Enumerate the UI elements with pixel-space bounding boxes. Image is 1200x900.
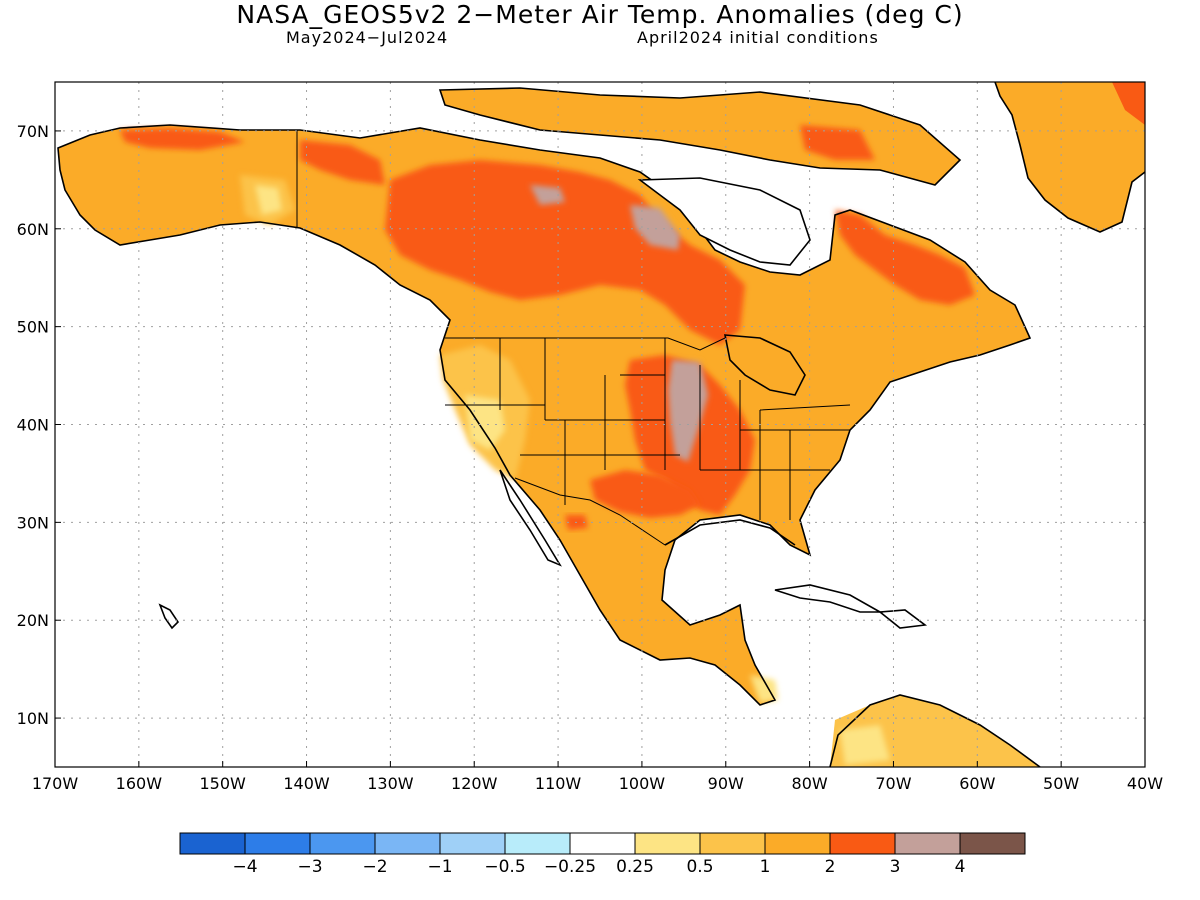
colorbar-label: 4 — [955, 857, 966, 877]
coastline-hudson-bay — [637, 177, 811, 266]
lon-label: 170W — [32, 774, 79, 793]
lon-label: 40W — [1127, 774, 1163, 793]
border-us-mexico — [514, 477, 666, 546]
southwest-pale-patch — [465, 395, 505, 450]
colorbar-swatch — [569, 832, 636, 855]
colorbar-label: −0.25 — [544, 857, 596, 877]
lat-label: 40N — [17, 416, 49, 435]
longitude-labels: 170W 160W 150W 140W 130W 120W 110W 100W 90W 80W 70… — [32, 761, 1163, 793]
colorbar-label: 2 — [825, 857, 836, 877]
coastline-baja — [499, 469, 562, 567]
lat-label: 20N — [17, 611, 49, 630]
colorbar-swatch — [374, 832, 441, 855]
colorbar-label: −2 — [362, 857, 387, 877]
central-america-pale-patch — [750, 675, 778, 703]
latitude-labels: 10N 20N 30N 40N 50N 60N 70N — [17, 122, 61, 728]
map-title: NASA_GEOS5v2 2−Meter Air Temp. Anomalies… — [236, 0, 964, 29]
coastlines — [57, 82, 1145, 767]
border-us-canada — [445, 337, 726, 351]
colorbar-swatch — [894, 832, 961, 855]
coastline-cuba — [774, 584, 884, 613]
colorbar-swatch — [634, 832, 701, 855]
colorbar-label: 0.5 — [686, 857, 713, 877]
anomaly-shading — [58, 82, 1145, 767]
great-lakes — [724, 334, 806, 396]
canada-red-region — [385, 160, 745, 345]
colorbar-label: −1 — [427, 857, 452, 877]
lat-label: 30N — [17, 513, 49, 532]
lon-label: 160W — [116, 774, 163, 793]
colorbar-label: 0.25 — [616, 857, 654, 877]
coastline-south-america — [829, 694, 1041, 767]
coastline-north-america — [57, 124, 1032, 706]
colorbar-labels: −4 −3 −2 −1 −0.5 −0.25 0.25 0.5 1 2 3 4 — [232, 857, 965, 877]
colorbar-label: 3 — [890, 857, 901, 877]
lon-label: 100W — [619, 774, 666, 793]
colorbar-label: −3 — [297, 857, 322, 877]
colorbar-swatch — [764, 832, 831, 855]
colorbar — [179, 832, 1026, 855]
init-conditions-subtitle: April2024 initial conditions — [637, 28, 879, 47]
arctic-islands-shading — [440, 88, 960, 185]
period-subtitle: May2024−Jul2024 — [286, 28, 449, 47]
quebec-red-region — [835, 210, 975, 305]
colorbar-swatch — [179, 832, 246, 855]
lon-label: 120W — [451, 774, 498, 793]
coastline-hispaniola — [877, 609, 928, 629]
colorbar-label: −4 — [232, 857, 257, 877]
lat-label: 10N — [17, 709, 49, 728]
colorbar-swatch — [504, 832, 571, 855]
lon-label: 60W — [959, 774, 995, 793]
nunavut-brown — [530, 185, 565, 205]
colorbar-swatch — [439, 832, 506, 855]
lon-label: 110W — [535, 774, 582, 793]
colorbar-swatch — [829, 832, 896, 855]
map-graticule — [55, 82, 1145, 767]
north-slope-red — [120, 128, 245, 150]
greenland-shading — [995, 82, 1145, 232]
alaska-yukon-red — [300, 140, 385, 185]
south-america-pale-patch — [840, 725, 890, 765]
political-borders — [296, 130, 851, 546]
iowa-illinois-brown — [668, 360, 708, 462]
lat-label: 70N — [17, 122, 49, 141]
state-lines-east — [699, 365, 851, 520]
lon-label: 80W — [792, 774, 828, 793]
hudson-bay-west-brown — [630, 205, 680, 250]
lon-label: 50W — [1043, 774, 1079, 793]
colorbar-label: 1 — [760, 857, 771, 877]
colorbar-swatch — [309, 832, 376, 855]
lat-label: 60N — [17, 220, 49, 239]
state-lines-west — [445, 338, 680, 505]
greenland-warm-core — [1112, 82, 1145, 125]
colorbar-label: −0.5 — [484, 857, 525, 877]
lon-label: 130W — [367, 774, 414, 793]
arctic-red-spot — [800, 125, 875, 160]
coastline-greenland — [994, 82, 1145, 233]
lat-label: 50N — [17, 318, 49, 337]
lon-label: 90W — [708, 774, 744, 793]
coastline-arctic-islands — [438, 87, 962, 186]
colorbar-swatch — [699, 832, 766, 855]
coastline-hawaii — [158, 603, 180, 630]
colorbar-swatch — [244, 832, 311, 855]
southern-plains-red — [590, 470, 700, 518]
lon-label: 140W — [283, 774, 330, 793]
alaska-pale-patch — [255, 185, 282, 215]
lon-label: 150W — [200, 774, 247, 793]
colorbar-swatch — [959, 832, 1026, 855]
north-america-shading — [58, 125, 1030, 705]
lon-label: 70W — [875, 774, 911, 793]
coastline-gulf — [664, 519, 796, 546]
